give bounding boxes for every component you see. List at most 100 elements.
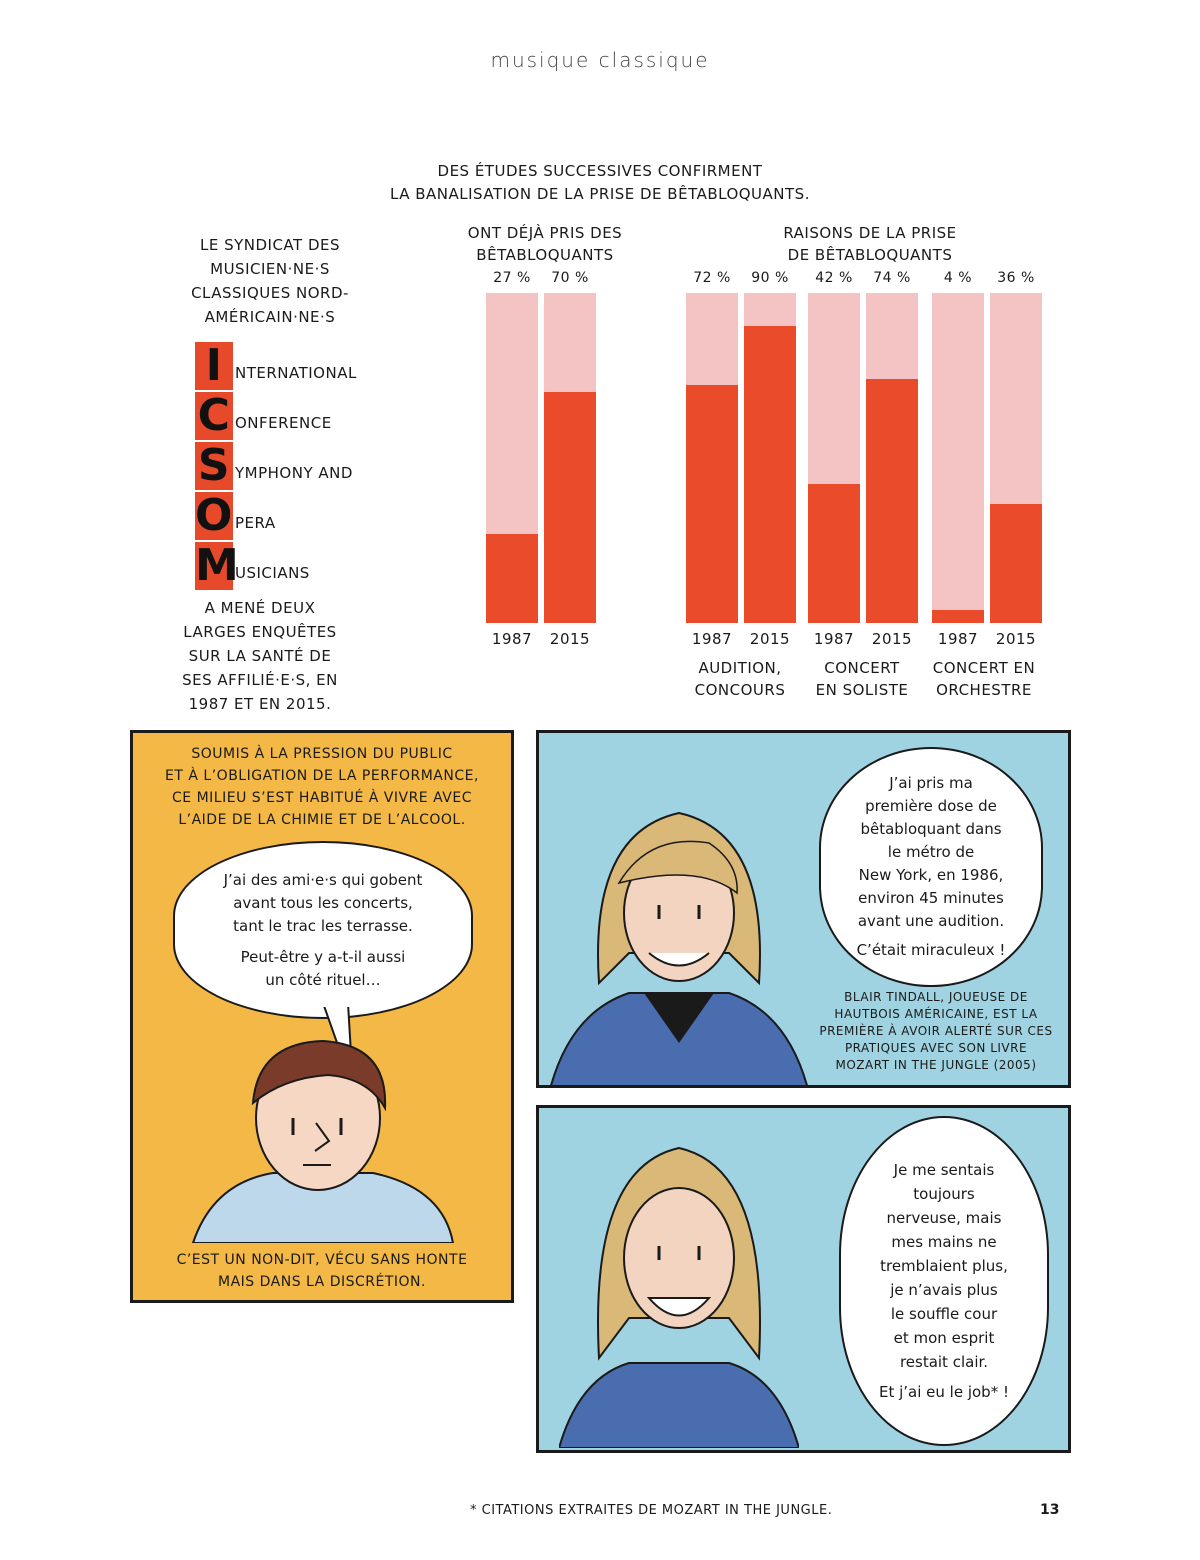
bar-fill [808,484,860,623]
bubble-line: avant tous les concerts, [233,893,413,912]
bubble-line: avant une audition. [857,912,1005,930]
panel-caption-bottom: C’est un non-dit, vécu sans honte mais d… [133,1249,511,1293]
bar-year-label: 1987 [491,630,533,648]
caption-line: hautbois américaine, est la [834,1007,1038,1021]
speech-bubble: J’ai des ami·e·s qui gobent avant tous l… [173,841,473,1019]
bubble-line: J’ai pris ma [889,774,973,792]
bubble-line: environ 45 minutes [858,889,1004,907]
icsom-outro-line: ses affilié·e·s, en [182,671,338,689]
icsom-intro-line: classiques nord- [191,284,349,302]
bar-2015 [544,293,596,623]
bubble-line: le métro de [887,843,975,861]
bubble-line: mes mains ne [891,1233,997,1251]
icsom-row-i: I nternational [195,342,425,390]
caption-line: mais dans la discrétion. [218,1274,426,1290]
caption-line: et à l’obligation de la performance, [165,768,479,784]
blair-smiling-illustration [559,1146,799,1448]
bar-fill [990,504,1042,623]
portrait-caption: Blair Tindall, joueuse de hautbois améri… [805,989,1067,1074]
bar-fill [486,533,538,623]
caption-line: C’est un non-dit, vécu sans honte [176,1252,468,1268]
icsom-outro-line: 1987 et en 2015. [188,695,332,713]
bubble-line: toujours [913,1185,975,1203]
bar-fill [544,392,596,623]
category-label-soloist: Concert en soliste [802,657,922,701]
chart-title-line-1: Des études successives confirment [437,162,763,180]
bar-1987 [686,293,738,623]
group-label-taken: Ont déjà pris des bêtabloquants [440,222,650,266]
caption-line: première à avoir alerté sur ces [819,1024,1053,1038]
icsom-outro-line: a mené deux [204,599,316,617]
icsom-row-m: M usicians [195,542,425,590]
bubble-line: Et j’ai eu le job* ! [878,1383,1009,1401]
bar-value-label: 90 % [751,270,789,286]
bar-year-label: 2015 [995,630,1037,648]
chart-title-line-2: la banalisation de la prise de bêtabloqu… [390,185,810,203]
bubble-line: Je me sentais [893,1161,995,1179]
icsom-row-c: C onference [195,392,425,440]
page-number: 13 [1040,1502,1060,1518]
bar-fill [686,385,738,623]
bar-value-label: 72 % [693,270,731,286]
bar-fill [866,378,918,623]
bar-value-label: 74 % [873,270,911,286]
icsom-intro-line: musicien·ne·s [210,260,330,278]
bubble-line: le souffle cour [890,1305,998,1323]
icsom-outro: a mené deux larges enquêtes sur la santé… [160,596,360,716]
icsom-intro-line: américain·ne·s [204,308,336,326]
bar-year-label: 1987 [691,630,733,648]
bubble-line: un côté rituel… [265,970,381,989]
icsom-letter: C [195,392,233,440]
group-label-line: Ont déjà pris des [467,224,623,242]
icsom-intro: Le syndicat des musicien·ne·s classiques… [170,233,370,329]
caption-line: Blair Tindall, joueuse de [844,990,1028,1004]
icsom-row-s: S ymphony and [195,442,425,490]
footnote: * Citations extraites de Mozart in the J… [470,1503,833,1518]
bar-fill [932,609,984,623]
category-line: Concert en [932,659,1036,677]
bubble-line: je n’avais plus [890,1281,998,1299]
comic-panel-blair-2: Je me sentais toujours nerveuse, mais me… [536,1105,1071,1453]
comic-panel-musician: Soumis à la pression du public et à l’ob… [130,730,514,1303]
chart-title: Des études successives confirment la ban… [340,160,860,206]
blair-portrait-illustration [550,811,808,1085]
bar-year-label: 2015 [749,630,791,648]
icsom-letter: M [195,540,240,591]
bar-year-label: 2015 [871,630,913,648]
icsom-outro-line: larges enquêtes [183,623,337,641]
icsom-word: onference [235,414,332,432]
icsom-outro-line: sur la santé de [188,647,332,665]
icsom-letter: S [195,442,233,490]
category-line: Audition, [698,659,782,677]
bubble-line: première dose de [865,797,997,815]
category-line: en soliste [815,681,909,699]
bar-value-label: 27 % [493,270,531,286]
bubble-line: bêtabloquant dans [860,820,1002,838]
bar-value-label: 70 % [551,270,589,286]
bar-1987 [808,293,860,623]
group-label-line: de bêtabloquants [787,246,953,264]
category-line: Concert [824,659,900,677]
man-portrait-illustration [191,1039,455,1243]
speech-bubble: Je me sentais toujours nerveuse, mais me… [839,1116,1049,1446]
comic-panel-blair-1: J’ai pris ma première dose de bêtabloqua… [536,730,1071,1088]
icsom-word: pera [235,514,276,532]
bubble-line: New York, en 1986, [858,866,1004,884]
bubble-line: restait clair. [899,1353,989,1371]
category-label-orchestra: Concert en orchestre [924,657,1044,701]
category-line: concours [694,681,786,699]
category-line: orchestre [936,681,1032,699]
bar-year-label: 1987 [937,630,979,648]
caption-line: Mozart in the Jungle (2005) [835,1058,1037,1072]
caption-line: Soumis à la pression du public [191,746,453,762]
bubble-line: C’était miraculeux ! [856,941,1006,959]
bar-year-label: 1987 [813,630,855,648]
bar-2015 [990,293,1042,623]
group-label-line: Raisons de la prise [783,224,957,242]
caption-line: pratiques avec son livre [844,1041,1028,1055]
bubble-line: J’ai des ami·e·s qui gobent [223,870,423,889]
icsom-letter: O [195,490,233,541]
bar-1987 [486,293,538,623]
running-header: musique classique [490,48,710,72]
